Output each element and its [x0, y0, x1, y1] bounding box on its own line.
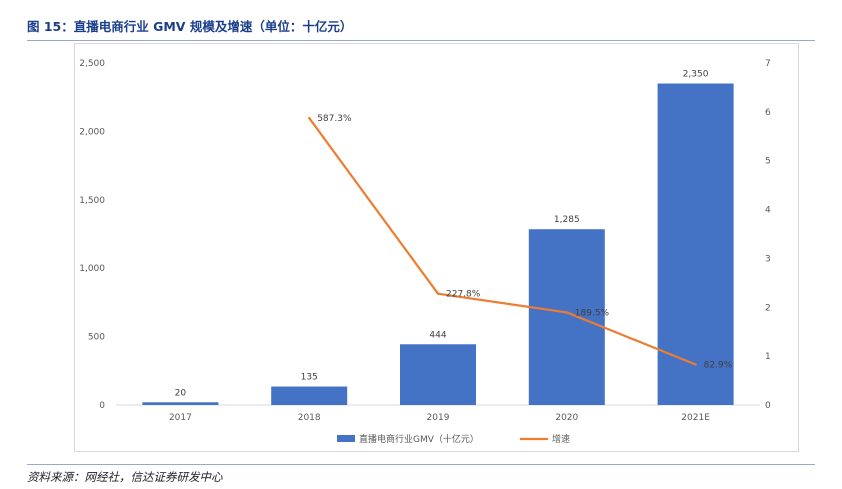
y-right-tick-label: 1: [765, 352, 771, 362]
y-left-tick-label: 2,500: [79, 59, 105, 69]
y-right-tick-label: 7: [765, 59, 771, 69]
legend-label-growth: 增速: [552, 433, 570, 445]
growth-rate-point: [436, 292, 440, 295]
gmv-bar-label: 444: [429, 330, 446, 340]
x-tick-label: 2020: [555, 413, 578, 423]
gmv-bar-label: 1,285: [554, 215, 580, 225]
figure-title: 图 15：直播电商行业 GMV 规模及增速（单位：十亿元）: [27, 19, 353, 34]
gmv-bar-2020: [528, 229, 605, 405]
y-right-tick-label: 3: [765, 254, 771, 264]
y-left-tick-label: 1,000: [79, 264, 105, 274]
growth-rate-line: [308, 117, 697, 366]
brand-logo: [682, 0, 740, 4]
y-right-tick-label: 2: [765, 303, 771, 313]
gmv-bar-2021E: [657, 83, 734, 405]
y-left-tick-label: 0: [99, 401, 105, 411]
figure-header: 图 15：直播电商行业 GMV 规模及增速（单位：十亿元）: [27, 16, 815, 41]
gmv-bar-2017: [142, 402, 219, 405]
growth-rate-point: [694, 363, 697, 366]
x-tick-label: 2021E: [681, 413, 710, 423]
growth-rate-point: [308, 116, 311, 120]
y-right-tick-label: 6: [765, 108, 771, 118]
y-right-tick-label: 4: [765, 206, 771, 216]
header-divider: [27, 40, 815, 41]
y-right-tick-label: 5: [765, 157, 771, 167]
legend-swatch-gmv: [337, 435, 355, 442]
footer-divider: [27, 464, 815, 465]
y-left-tick-label: 1,500: [79, 196, 105, 206]
y-left-tick-label: 500: [88, 333, 105, 343]
growth-rate-label: 587.3%: [317, 114, 352, 124]
gmv-bar-label: 2,350: [683, 70, 709, 80]
gmv-chart: 0 500 1,000 1,500 2,000 2,500 0 1 2 3 4 5 6 7 20 2017 13…: [79, 59, 771, 445]
growth-rate-label: 82.9%: [704, 360, 733, 370]
y-right-tick-label: 0: [765, 401, 771, 411]
gmv-bar-label: 20: [175, 388, 187, 398]
source-text: 资料来源：网经社，信达证券研发中心: [27, 470, 223, 484]
x-tick-label: 2019: [427, 413, 450, 423]
growth-rate-label: 189.5%: [575, 308, 610, 318]
x-tick-label: 2018: [298, 413, 321, 423]
chart-frame: 0 500 1,000 1,500 2,000 2,500 0 1 2 3 4 5 6 7 20 2017 13…: [74, 43, 799, 452]
growth-rate-point: [565, 311, 568, 314]
legend-label-gmv: 直播电商行业GMV（十亿元）: [359, 433, 479, 445]
y-left-tick-label: 2,000: [79, 127, 105, 137]
gmv-bar-label: 135: [301, 373, 318, 383]
x-tick-label: 2017: [169, 413, 192, 423]
growth-rate-label: 227.8%: [446, 290, 481, 300]
gmv-bar-2019: [400, 344, 476, 405]
gmv-bar-2018: [271, 386, 348, 405]
source-footer: 资料来源：网经社，信达证券研发中心: [27, 464, 815, 485]
